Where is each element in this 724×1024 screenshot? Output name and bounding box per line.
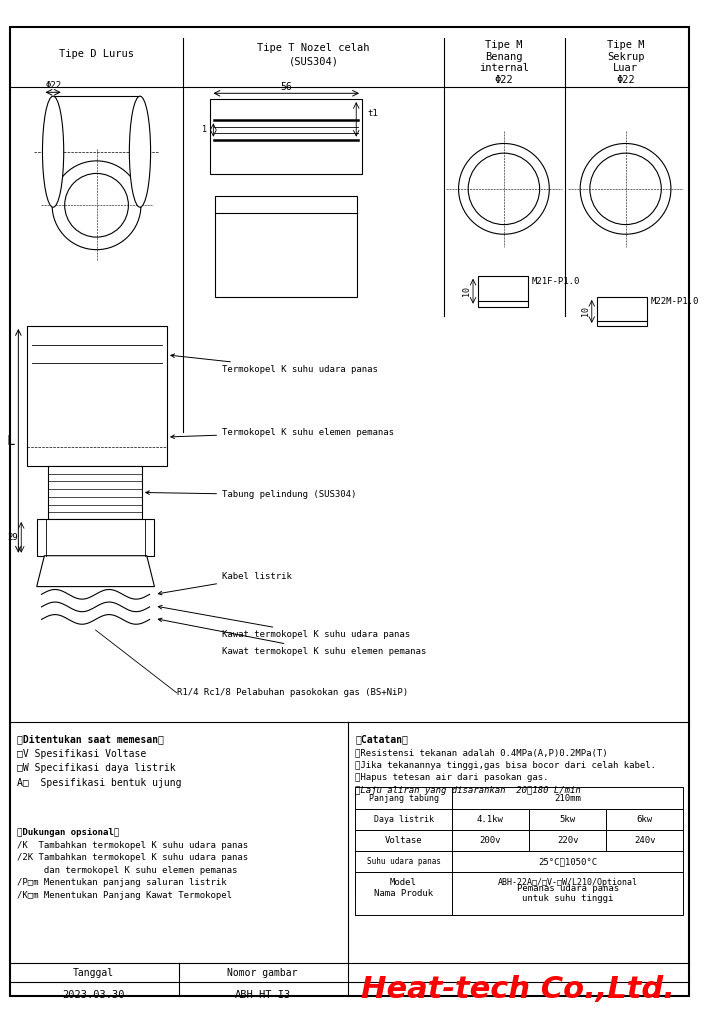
Text: Tipe M: Tipe M (485, 40, 523, 50)
Text: ABH-HT-I3: ABH-HT-I3 (235, 990, 291, 1000)
Text: Tanggal: Tanggal (73, 968, 114, 978)
Text: Suhu udara panas: Suhu udara panas (366, 857, 440, 866)
Text: Tipe D Lurus: Tipe D Lurus (59, 49, 134, 58)
Text: Φ22: Φ22 (616, 75, 635, 85)
Ellipse shape (130, 96, 151, 207)
Text: Nomor gambar: Nomor gambar (227, 968, 298, 978)
Text: Benang: Benang (485, 51, 523, 61)
Ellipse shape (43, 96, 64, 207)
Bar (53, 96, 140, 207)
Bar (452, 872, 683, 894)
Bar (452, 787, 683, 809)
Text: M21F-P1.0: M21F-P1.0 (532, 278, 581, 286)
Text: Tipe M: Tipe M (607, 40, 644, 50)
Bar (597, 297, 647, 326)
Circle shape (590, 154, 661, 224)
Text: Daya listrik: Daya listrik (374, 815, 434, 823)
Bar (452, 851, 683, 872)
Text: Kawat termokopel K suhu udara panas: Kawat termokopel K suhu udara panas (159, 605, 411, 639)
Text: /K  Tambahkan termokopel K suhu udara panas: /K Tambahkan termokopel K suhu udara pan… (17, 841, 248, 850)
Text: Kabel listrik: Kabel listrik (159, 572, 292, 595)
Bar (355, 872, 452, 894)
Text: L: L (6, 434, 14, 447)
Text: 240v: 240v (634, 836, 656, 845)
Text: Model: Model (390, 879, 417, 888)
Bar (355, 809, 452, 829)
Bar (606, 829, 683, 851)
Text: 【Ditentukan saat memesan】: 【Ditentukan saat memesan】 (17, 734, 164, 744)
Text: 1: 1 (201, 126, 206, 134)
Text: /P□m Menentukan panjang saluran listrik: /P□m Menentukan panjang saluran listrik (17, 879, 227, 888)
Text: Nama Produk: Nama Produk (374, 889, 433, 898)
Text: □V Spesifikasi Voltase: □V Spesifikasi Voltase (17, 749, 147, 759)
Text: ②Jika tekanannya tinggi,gas bisa bocor dari celah kabel.: ②Jika tekanannya tinggi,gas bisa bocor d… (355, 761, 656, 770)
Text: Kawat termokopel K suhu elemen pemanas: Kawat termokopel K suhu elemen pemanas (159, 618, 426, 655)
Bar (49, 466, 142, 519)
Bar (355, 872, 452, 914)
Bar (529, 809, 606, 829)
Text: ④Laju aliran yang disarankan  20～180 L/min: ④Laju aliran yang disarankan 20～180 L/mi… (355, 785, 581, 795)
Text: ABH-22A□/□V-□W/L210/Optional: ABH-22A□/□V-□W/L210/Optional (497, 879, 638, 888)
Text: Voltase: Voltase (384, 836, 422, 845)
Text: 25°C～1050°C: 25°C～1050°C (538, 857, 597, 866)
Text: M22M-P1.0: M22M-P1.0 (651, 297, 699, 306)
Bar (37, 519, 154, 556)
Bar (529, 829, 606, 851)
Text: 4.1kw: 4.1kw (477, 815, 504, 823)
Text: internal: internal (479, 63, 529, 73)
Bar (355, 787, 452, 809)
Text: /K□m Menentukan Panjang Kawat Termokopel: /K□m Menentukan Panjang Kawat Termokopel (17, 891, 232, 900)
Circle shape (580, 143, 671, 234)
Text: 2023.03.30: 2023.03.30 (62, 990, 125, 1000)
Text: 【Catatan】: 【Catatan】 (355, 734, 408, 744)
Circle shape (64, 173, 128, 238)
Text: Tipe T Nozel celah: Tipe T Nozel celah (258, 43, 370, 53)
Text: 5kw: 5kw (560, 815, 576, 823)
Text: 220v: 220v (557, 836, 578, 845)
Text: t1: t1 (368, 110, 379, 118)
Bar (355, 829, 452, 851)
Text: 10: 10 (462, 286, 471, 296)
Bar (27, 326, 167, 466)
Text: 56: 56 (280, 83, 292, 92)
Bar (452, 809, 529, 829)
Bar (452, 872, 683, 914)
Text: Φ22: Φ22 (494, 75, 513, 85)
Bar (606, 809, 683, 829)
Circle shape (52, 161, 141, 250)
Circle shape (458, 143, 550, 234)
Text: /2K Tambahkan termokopel K suhu udara panas: /2K Tambahkan termokopel K suhu udara pa… (17, 853, 248, 862)
Text: R1/4 Rc1/8 Pelabuhan pasokokan gas (BS+NiP): R1/4 Rc1/8 Pelabuhan pasokokan gas (BS+N… (177, 688, 408, 697)
Text: Termokopel K suhu elemen pemanas: Termokopel K suhu elemen pemanas (171, 428, 394, 438)
Circle shape (468, 154, 539, 224)
Bar (478, 275, 528, 306)
Text: A□  Spesifikasi bentuk ujung: A□ Spesifikasi bentuk ujung (17, 777, 182, 787)
Text: Sekrup: Sekrup (607, 51, 644, 61)
Text: 【Dukungan opsional】: 【Dukungan opsional】 (17, 828, 119, 838)
Text: Panjang tabung: Panjang tabung (369, 794, 439, 803)
Text: 10: 10 (581, 306, 590, 316)
Text: 6kw: 6kw (637, 815, 653, 823)
Text: dan termokopel K suhu elemen pemanas: dan termokopel K suhu elemen pemanas (17, 866, 237, 874)
Bar (355, 851, 452, 872)
Text: Heat-tech Co.,Ltd.: Heat-tech Co.,Ltd. (361, 975, 675, 1004)
Bar (452, 829, 529, 851)
Text: Luar: Luar (613, 63, 638, 73)
Text: Termokopel K suhu udara panas: Termokopel K suhu udara panas (171, 354, 378, 374)
Bar (211, 99, 362, 174)
Polygon shape (37, 556, 154, 587)
Text: ③Hapus tetesan air dari pasokan gas.: ③Hapus tetesan air dari pasokan gas. (355, 773, 549, 782)
Text: Tabung pelindung (SUS304): Tabung pelindung (SUS304) (146, 490, 356, 500)
Text: Pemanas udara panas
untuk suhu tinggi: Pemanas udara panas untuk suhu tinggi (517, 884, 619, 903)
Text: 210mm: 210mm (554, 794, 581, 803)
Text: 200v: 200v (480, 836, 501, 845)
Text: 29: 29 (7, 532, 18, 542)
Text: (SUS304): (SUS304) (289, 56, 339, 67)
Bar (215, 196, 357, 297)
Text: ①Resistensi tekanan adalah 0.4MPa(A,P)0.2MPa(T): ①Resistensi tekanan adalah 0.4MPa(A,P)0.… (355, 749, 608, 757)
Text: □W Specifikasi daya listrik: □W Specifikasi daya listrik (17, 763, 176, 773)
Text: Φ22: Φ22 (45, 81, 61, 90)
